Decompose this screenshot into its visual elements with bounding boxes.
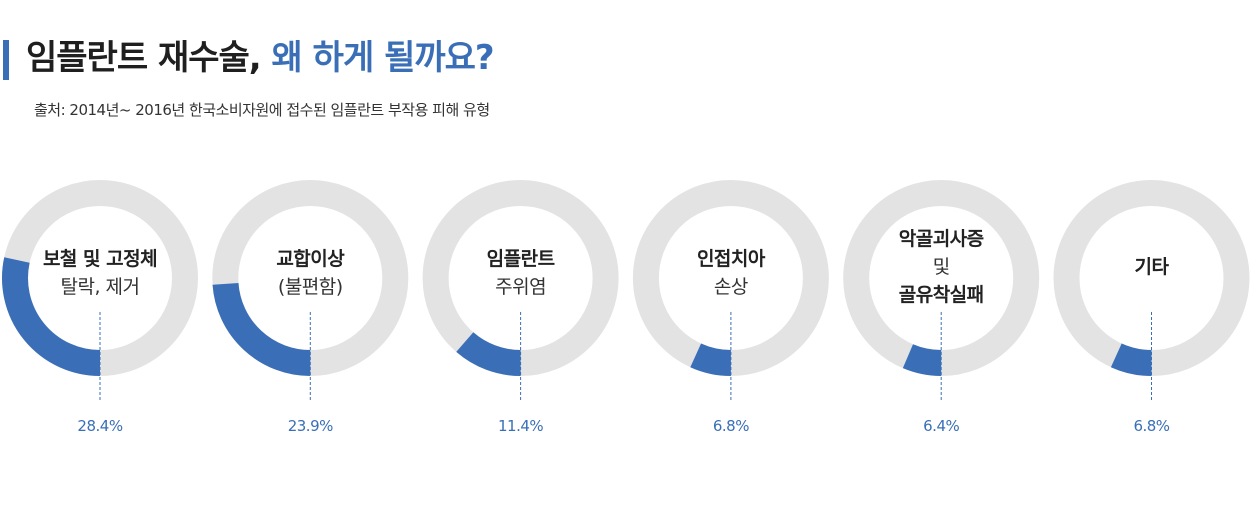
donut-6: 기타 6.8% [1053,180,1250,435]
value-label: 6.4% [923,417,959,435]
donut-value-arc [902,344,942,376]
value-label: 23.9% [288,417,333,435]
donut-value-arc [2,257,101,376]
category-label-line: 기타 [1135,256,1170,278]
title-accent-bar [3,40,9,80]
donut-2: 교합이상 (불편함) 23.9% [212,180,409,435]
source-note: 출처: 2014년~ 2016년 한국소비자원에 접수된 임플란트 부작용 피해… [34,101,490,119]
donut-value-arc [690,343,732,376]
category-label-line: 및 [933,256,950,278]
title-accent: 왜 하게 될까요? [260,38,495,78]
page-title: 임플란트 재수술, 왜 하게 될까요? [26,30,495,79]
category-label-line: 보철 및 고정체 [43,248,157,270]
category-label-line: 인접치아 [697,248,766,270]
donut-value-arc [1110,343,1153,376]
category-label-line: (불편함) [278,276,343,298]
value-label: 6.8% [1133,417,1169,435]
value-label: 6.8% [713,417,749,435]
category-label-line: 주위염 [495,276,546,298]
category-label-line: 악골괴사증 [899,228,984,250]
donut-value-arc [456,331,522,376]
category-label-line: 골유착실패 [899,284,984,306]
category-label-line: 임플란트 [487,248,555,270]
value-label: 28.4% [77,417,122,435]
category-label-line: 탈락, 제거 [61,276,140,298]
category-label-line: 교합이상 [276,248,345,270]
value-label: 11.4% [498,417,543,435]
donut-value-arc [212,282,311,376]
category-label-line: 손상 [714,276,748,298]
title-main: 임플란트 재수술, [26,38,262,78]
